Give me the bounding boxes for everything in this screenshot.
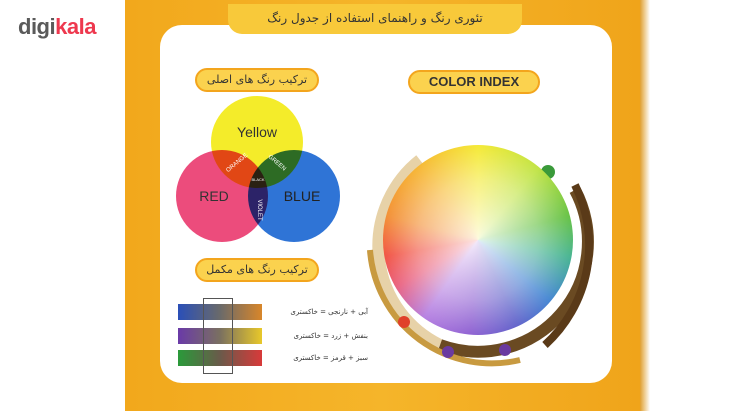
logo-kala: kala	[55, 14, 96, 39]
row-text: سبز + قرمز = خاکستری	[293, 354, 368, 362]
violet-yellow-bar	[178, 328, 262, 344]
gray-frame	[203, 298, 233, 374]
venn	[176, 96, 340, 242]
blue-orange-bar	[178, 304, 262, 320]
violet-label: VIOLET	[256, 199, 262, 221]
complementary-heading: ترکیب رنگ های مکمل	[195, 258, 319, 282]
color-wheel-tint	[383, 145, 573, 335]
swatch-violet	[442, 346, 454, 358]
swatch-violet-2	[499, 344, 511, 356]
board-edge	[640, 0, 650, 411]
blue-label: BLUE	[284, 188, 321, 204]
row-text: بنفش + زرد = خاکستری	[293, 332, 368, 340]
red-label: RED	[199, 188, 229, 204]
yellow-label: Yellow	[237, 124, 278, 140]
blue-circle	[248, 150, 340, 242]
row-text: آبی + نارنجی = خاکستری	[290, 308, 368, 316]
ring-edge	[542, 183, 594, 348]
primary-heading: ترکیب رنگ های اصلی	[195, 68, 319, 92]
index-heading: COLOR INDEX	[408, 70, 540, 94]
logo[interactable]: digikala	[18, 14, 96, 40]
red-circle	[176, 150, 268, 242]
poster-title: تئوری رنگ و راهنمای استفاده از جدول رنگ	[228, 4, 522, 34]
swatch-red	[398, 316, 410, 328]
logo-digi: digi	[18, 14, 56, 39]
ring-light	[372, 155, 443, 351]
black-label: BLACK	[251, 177, 264, 182]
ring-outer	[367, 249, 521, 367]
green-red-bar	[178, 350, 262, 366]
